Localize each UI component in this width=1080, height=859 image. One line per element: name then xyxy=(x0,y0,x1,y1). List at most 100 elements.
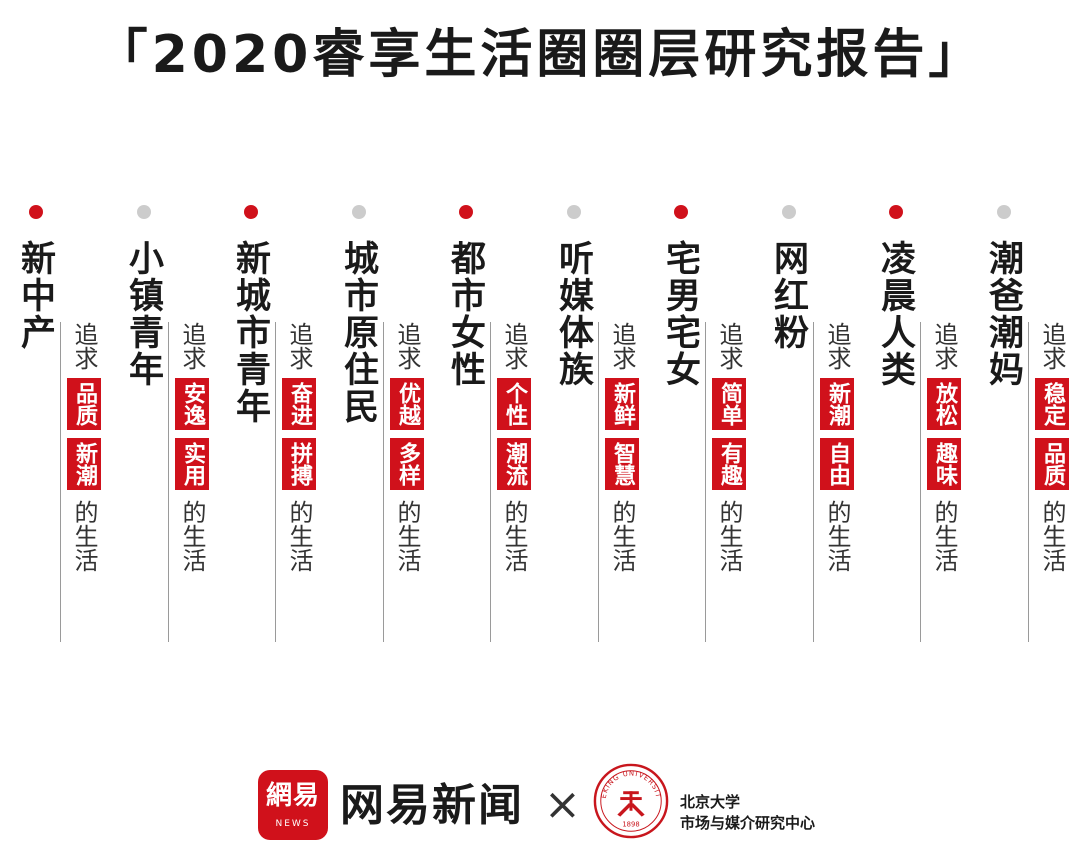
audience-column: 新中产 追求品质新潮的生活 xyxy=(0,200,108,650)
audience-dot xyxy=(137,205,151,219)
audience-column: 凌晨人类 追求放松趣味的生活 xyxy=(860,200,968,650)
audience-name: 新中产 xyxy=(15,240,55,351)
keyword-badge: 新潮 xyxy=(820,378,854,430)
audience-column: 听媒体族 追求新鲜智慧的生活 xyxy=(538,200,646,650)
audience-dot xyxy=(352,205,366,219)
keyword-badge: 安逸 xyxy=(175,378,209,430)
column-divider xyxy=(705,322,706,642)
column-divider xyxy=(168,322,169,642)
column-divider xyxy=(275,322,276,642)
audience-name: 网红粉 xyxy=(768,240,808,351)
audience-dot xyxy=(459,205,473,219)
pursue-label: 追求 xyxy=(393,322,421,370)
pursue-label: 追求 xyxy=(178,322,206,370)
keyword-badge: 优越 xyxy=(390,378,424,430)
keyword-badge: 多样 xyxy=(390,438,424,490)
pursue-label: 追求 xyxy=(285,322,313,370)
audience-name: 宅男宅女 xyxy=(660,240,700,388)
audience-description: 追求 稳定 品质 的生活 xyxy=(1034,322,1070,572)
audience-dot xyxy=(889,205,903,219)
audience-dot xyxy=(782,205,796,219)
keyword-badge: 趣味 xyxy=(927,438,961,490)
life-label: 的生活 xyxy=(930,500,958,572)
keyword-badge: 新鲜 xyxy=(605,378,639,430)
audience-column: 网红粉 追求 新潮 自由 的生活 xyxy=(753,200,861,650)
keyword-badge: 新潮 xyxy=(67,438,101,490)
pku-seal-icon: PEKING UNIVERSITY 1898 xyxy=(592,762,669,839)
netease-logo-main: 網易 xyxy=(265,781,320,811)
audience-dot xyxy=(674,205,688,219)
audience-description: 追求 奋进 拼搏 的生活 xyxy=(281,322,317,572)
keyword-badge: 简单 xyxy=(712,378,746,430)
life-label: 的生活 xyxy=(70,500,98,572)
life-label: 的生活 xyxy=(715,500,743,572)
pku-line-1: 北京大学 xyxy=(680,793,741,811)
life-label: 的生活 xyxy=(285,500,313,572)
column-divider xyxy=(813,322,814,642)
audience-column: 小镇青年 追求安逸实用的生活 xyxy=(108,200,216,650)
pursue-label: 追求 xyxy=(715,322,743,370)
keyword-badge: 奋进 xyxy=(282,378,316,430)
audience-name: 潮爸潮妈 xyxy=(983,240,1023,388)
audience-name: 小镇青年 xyxy=(123,240,163,388)
keyword-badge: 有趣 xyxy=(712,438,746,490)
audience-name: 听媒体族 xyxy=(553,240,593,388)
keyword-badge: 品质 xyxy=(1035,438,1069,490)
audience-description: 追求 优越 多样 的生活 xyxy=(389,322,425,572)
keyword-badge: 潮流 xyxy=(497,438,531,490)
audience-name: 城市原住民 xyxy=(338,240,378,425)
audience-description: 追求 新鲜 智慧 的生活 xyxy=(604,322,640,572)
life-label: 的生活 xyxy=(393,500,421,572)
pursue-label: 追求 xyxy=(1038,322,1066,370)
pursue-label: 追求 xyxy=(500,322,528,370)
life-label: 的生活 xyxy=(178,500,206,572)
netease-news-name: 网易新闻 xyxy=(340,780,524,831)
keyword-badge: 品质 xyxy=(67,378,101,430)
pku-center-name: 北京大学 市场与媒介研究中心 xyxy=(680,792,815,834)
pku-line-2: 市场与媒介研究中心 xyxy=(680,814,816,832)
audience-description: 追求 新潮 自由 的生活 xyxy=(819,322,855,572)
keyword-badge: 个性 xyxy=(497,378,531,430)
keyword-badge: 拼搏 xyxy=(282,438,316,490)
audience-description: 追求 品质 新潮 的生活 xyxy=(66,322,102,572)
audience-name: 凌晨人类 xyxy=(875,240,915,388)
audience-dot xyxy=(29,205,43,219)
audience-column: 新城市青年 追求奋进拼搏的生活 xyxy=(215,200,323,650)
life-label: 的生活 xyxy=(500,500,528,572)
keyword-badge: 稳定 xyxy=(1035,378,1069,430)
report-title: 「2020睿享生活圈圈层研究报告」 xyxy=(95,25,985,85)
audience-dot xyxy=(244,205,258,219)
keyword-badge: 放松 xyxy=(927,378,961,430)
column-divider xyxy=(383,322,384,642)
pursue-label: 追求 xyxy=(930,322,958,370)
audience-column: 城市原住民 追求优越多样的生活 xyxy=(323,200,431,650)
audience-dot xyxy=(567,205,581,219)
audience-column: 潮爸潮妈 追求 稳定 品质 的生活 xyxy=(968,200,1076,650)
keyword-badge: 智慧 xyxy=(605,438,639,490)
footer-logos: 網易 NEWS 网易新闻 × PEKING UNIVERSITY 1898 北京… xyxy=(0,760,1080,850)
pku-seal-year: 1898 xyxy=(622,820,639,828)
column-divider xyxy=(490,322,491,642)
life-label: 的生活 xyxy=(608,500,636,572)
keyword-badge: 自由 xyxy=(820,438,854,490)
audience-columns: 新中产 追求 品质 新潮 的生活 小镇青年 追求 安逸 实用 的生活 新城市青年 追求 奋进 拼搏 的生… xyxy=(0,200,1080,650)
audience-description: 追求 简单 有趣 的生活 xyxy=(711,322,747,572)
audience-dot xyxy=(997,205,1011,219)
times-sign: × xyxy=(544,779,581,830)
keyword-badge: 实用 xyxy=(175,438,209,490)
audience-column: 都市女性 追求个性潮流的生活 xyxy=(430,200,538,650)
column-divider xyxy=(60,322,61,642)
audience-name: 都市女性 xyxy=(445,240,485,388)
column-divider xyxy=(920,322,921,642)
netease-news-logo: 網易 NEWS xyxy=(258,770,328,840)
audience-name: 新城市青年 xyxy=(230,240,270,425)
pursue-label: 追求 xyxy=(70,322,98,370)
column-divider xyxy=(1028,322,1029,642)
audience-description: 追求 放松 趣味 的生活 xyxy=(926,322,962,572)
life-label: 的生活 xyxy=(823,500,851,572)
netease-logo-sub: NEWS xyxy=(275,819,311,829)
column-divider xyxy=(598,322,599,642)
audience-description: 追求 个性 潮流 的生活 xyxy=(496,322,532,572)
audience-column: 宅男宅女 追求简单有趣的生活 xyxy=(645,200,753,650)
pursue-label: 追求 xyxy=(608,322,636,370)
